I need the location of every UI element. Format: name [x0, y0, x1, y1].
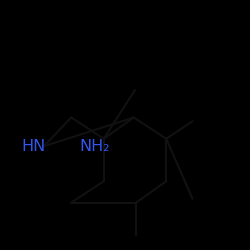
Text: NH₂: NH₂ — [80, 139, 110, 154]
Text: HN: HN — [22, 139, 46, 154]
